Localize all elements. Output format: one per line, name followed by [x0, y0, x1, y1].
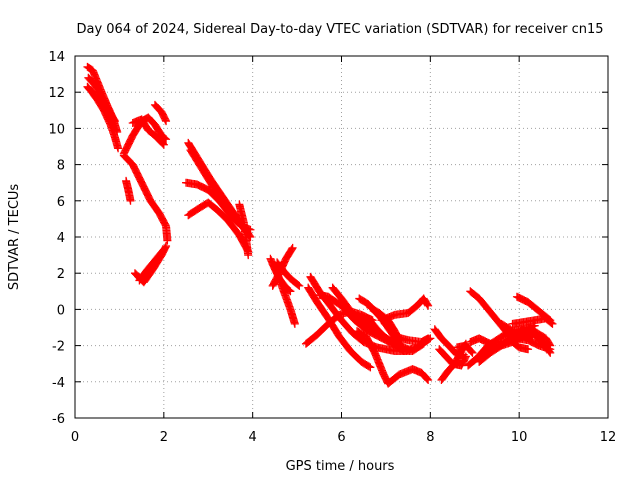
data-point-marker — [524, 345, 533, 354]
series-arc-7 — [150, 100, 171, 126]
y-tick-label: 8 — [57, 159, 65, 174]
data-point-marker — [285, 286, 294, 295]
y-tick-label: -6 — [52, 412, 65, 427]
data-point-marker — [399, 343, 408, 352]
data-point-marker — [461, 352, 470, 361]
data-point-marker — [287, 245, 296, 254]
data-point-marker — [126, 196, 135, 205]
x-tick-label: 6 — [337, 430, 345, 445]
data-point-marker — [295, 281, 304, 290]
data-point-marker — [162, 117, 171, 126]
data-point-marker — [159, 245, 168, 254]
series-arc-18 — [268, 260, 295, 296]
series-arc-39 — [479, 334, 555, 357]
data-point-marker — [286, 287, 295, 296]
data-point-marker — [158, 246, 167, 255]
axis-ticks — [74, 55, 609, 419]
y-tick-label: 14 — [48, 50, 65, 65]
data-point-marker — [114, 144, 123, 153]
x-tick-label: 12 — [600, 430, 617, 445]
series-arc-6 — [128, 115, 168, 149]
data-point-marker — [365, 362, 374, 371]
series-arc-27 — [364, 314, 408, 352]
series-arc-15 — [235, 200, 253, 260]
y-tick-label: 4 — [57, 231, 65, 246]
series-arc-14 — [184, 198, 253, 256]
y-tick-label: 6 — [57, 195, 65, 210]
data-point-marker — [288, 243, 297, 252]
x-tick-label: 2 — [160, 430, 168, 445]
y-tick-label: -4 — [52, 376, 65, 391]
data-point-marker — [423, 374, 432, 383]
data-point-marker — [157, 138, 166, 147]
y-tick-label: 12 — [48, 86, 65, 101]
data-point-marker — [468, 348, 477, 357]
data-point-marker — [424, 375, 433, 384]
data-point-marker — [110, 117, 119, 126]
chart-title: Day 064 of 2024, Sidereal Day-to-day VTE… — [76, 22, 603, 37]
data-point-marker — [160, 134, 169, 143]
series-arc-8 — [122, 176, 135, 205]
data-point-marker — [423, 300, 432, 309]
data-point-marker — [158, 139, 167, 148]
x-tick-labels: 0 2 4 6 8 10 12 — [71, 430, 616, 445]
x-tick-label: 8 — [426, 430, 434, 445]
data-point-marker — [545, 340, 554, 349]
series-arc-43 — [524, 323, 555, 350]
series-arc-34 — [452, 341, 477, 357]
series-arc-10 — [135, 245, 168, 285]
data-point-marker — [159, 140, 168, 149]
x-axis-label: GPS time / hours — [286, 459, 395, 474]
series-arc-42 — [508, 314, 557, 328]
data-point-marker — [366, 363, 375, 372]
data-point-marker — [546, 341, 555, 350]
series-arc-5 — [119, 151, 172, 245]
data-point-marker — [424, 334, 433, 343]
x-tick-label: 10 — [511, 430, 528, 445]
data-point-marker — [163, 236, 172, 245]
y-tick-label: 2 — [57, 267, 65, 282]
series-arc-3 — [84, 73, 119, 126]
data-point-marker — [162, 135, 171, 144]
data-point-marker — [244, 251, 253, 260]
data-point-marker — [467, 347, 476, 356]
grid-lines — [75, 56, 608, 418]
series-arc-29 — [377, 294, 433, 325]
series-arc-19 — [273, 258, 304, 290]
data-series — [83, 62, 557, 388]
data-point-marker — [424, 301, 433, 310]
series-arc-30 — [390, 332, 433, 346]
y-tick-label: 10 — [48, 122, 65, 137]
data-point-marker — [110, 115, 119, 124]
data-point-marker — [294, 280, 303, 289]
y-tick-label: 0 — [57, 303, 65, 318]
data-point-marker — [547, 318, 556, 327]
series-arc-26 — [353, 327, 433, 388]
x-tick-label: 0 — [71, 430, 79, 445]
y-axis-label: SDTVAR / TECUs — [7, 184, 22, 291]
y-tick-labels: -6 -4 -2 0 2 4 6 8 10 12 14 — [48, 50, 65, 427]
x-tick-label: 4 — [249, 430, 257, 445]
y-tick-label: -2 — [52, 340, 65, 355]
data-point-marker — [548, 319, 557, 328]
data-point-marker — [290, 319, 299, 328]
